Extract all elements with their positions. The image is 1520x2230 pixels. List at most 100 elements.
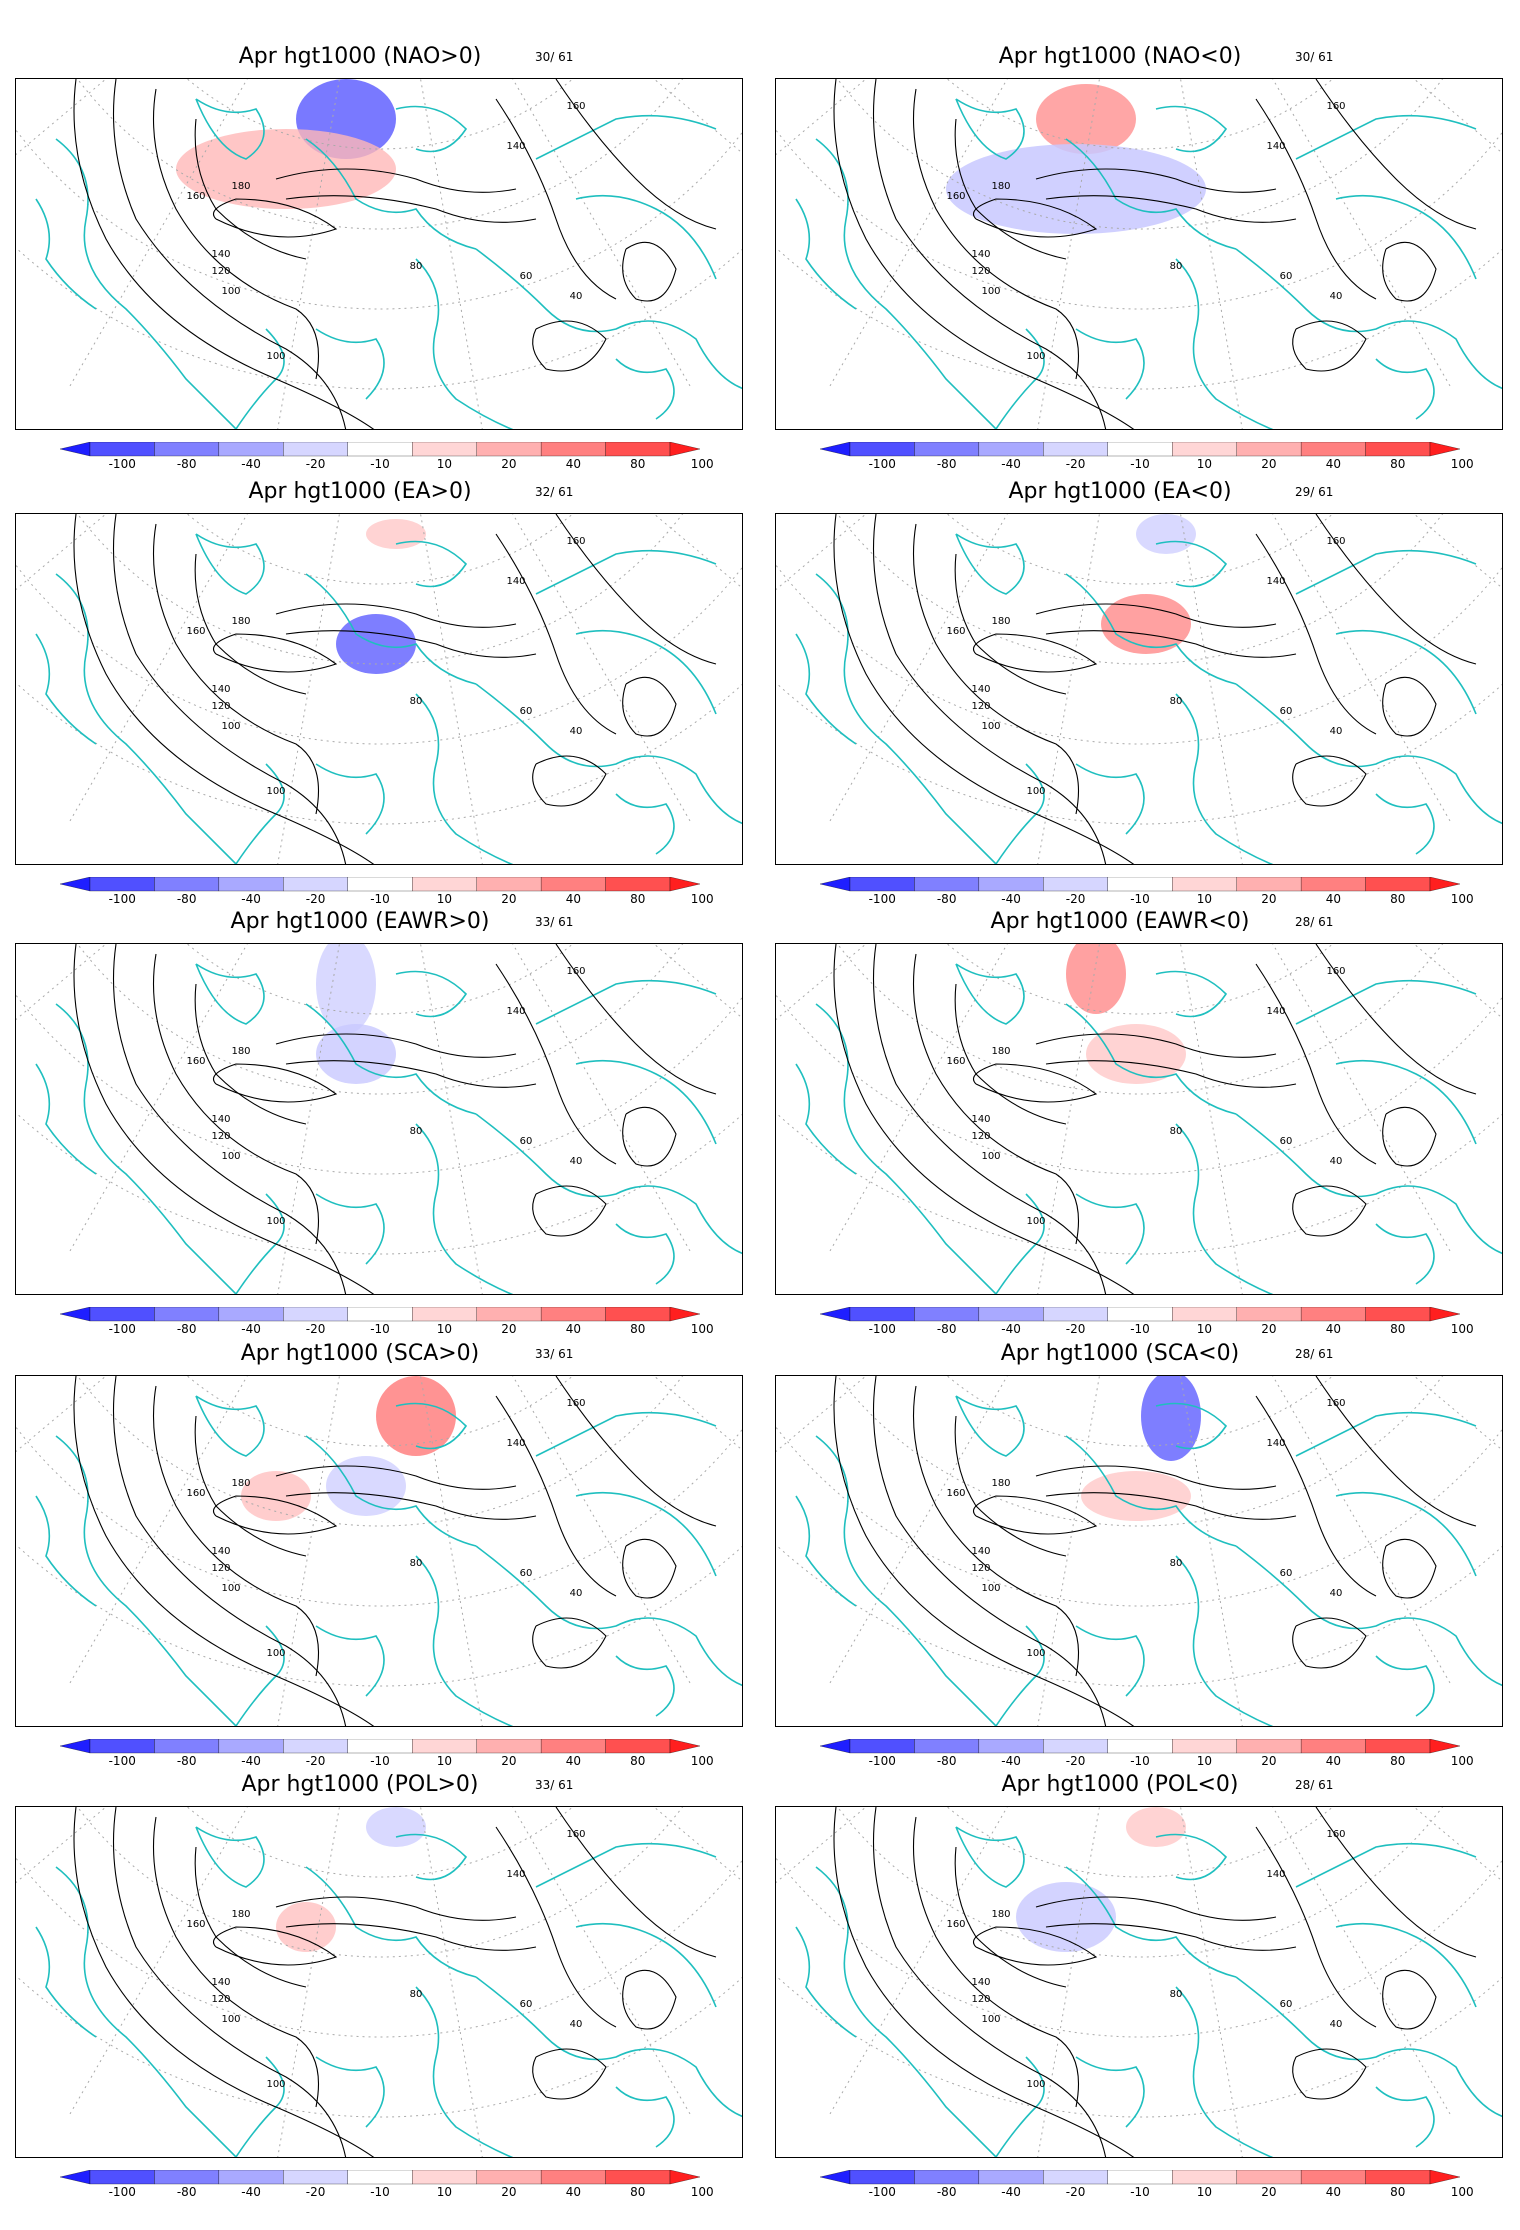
polar-stereo-map: 100 120 140 160 180 100 80 60 40 160 140 bbox=[16, 944, 742, 1294]
contour-label: 160 bbox=[186, 1919, 205, 1930]
contour-line bbox=[1255, 1826, 1377, 2028]
contour-label: 80 bbox=[410, 1126, 423, 1137]
colorbar-tick-label: 40 bbox=[565, 457, 581, 471]
coastline bbox=[35, 633, 97, 745]
contour-line bbox=[275, 1465, 517, 1490]
meridian bbox=[277, 1807, 340, 2157]
colorbar-tick-label: -100 bbox=[108, 892, 136, 906]
contour-label: 140 bbox=[506, 1869, 525, 1880]
contour-line bbox=[972, 633, 1098, 673]
panel-title: Apr hgt1000 (POL>0) bbox=[241, 1772, 479, 1797]
coastline bbox=[615, 358, 675, 420]
map-panel: Apr hgt1000 (EAWR<0) 28/ 61 100 120 140 160 18… bbox=[760, 865, 1520, 1336]
sample-count: 29/ 61 bbox=[1295, 485, 1334, 499]
contour-line bbox=[1382, 1538, 1437, 1599]
contour-line bbox=[833, 1807, 1135, 2157]
sample-count: 28/ 61 bbox=[1295, 1347, 1334, 1361]
contour-line bbox=[912, 953, 1079, 1245]
contour-label: 140 bbox=[211, 1114, 230, 1125]
anomaly-region bbox=[1016, 1882, 1116, 1952]
contour-line bbox=[872, 944, 1107, 1294]
polar-stereo-map: 100 120 140 160 180 100 80 60 40 160 140 bbox=[776, 1807, 1502, 2157]
contour-line bbox=[1382, 1106, 1437, 1167]
polar-stereo-map: 100 120 140 160 180 100 80 60 40 160 140 bbox=[776, 79, 1502, 429]
contour-label: 160 bbox=[1326, 1398, 1345, 1409]
contour-line bbox=[1292, 2048, 1367, 2100]
panel-title: Apr hgt1000 (EAWR>0) bbox=[230, 909, 490, 934]
meridian bbox=[420, 1807, 483, 2157]
contour-line bbox=[555, 944, 717, 1095]
contour-line bbox=[1292, 320, 1367, 372]
coastline bbox=[795, 1495, 857, 1607]
colorbar-tick-label: -100 bbox=[108, 2185, 136, 2199]
contour-label: 100 bbox=[1026, 351, 1045, 362]
colorbar-labels: -100 -80 -40 -20 -10 10 20 40 80 100 bbox=[820, 892, 1474, 908]
lat-lon-grid bbox=[16, 514, 742, 864]
coastline bbox=[575, 1922, 717, 2008]
meridian bbox=[1413, 1807, 1502, 1882]
contour-label: 100 bbox=[221, 721, 240, 732]
contour-label: 180 bbox=[231, 616, 250, 627]
colorbar-tick-label: 100 bbox=[690, 1322, 714, 1336]
contour-label: 100 bbox=[266, 1216, 285, 1227]
contour-line bbox=[73, 1376, 375, 1726]
contour-line bbox=[275, 168, 517, 193]
contour-line bbox=[1045, 1060, 1297, 1088]
contour-line bbox=[555, 1376, 717, 1527]
coastline bbox=[535, 1842, 717, 1888]
colorbar-tick-label: -100 bbox=[868, 1322, 896, 1336]
coastline bbox=[1175, 1123, 1274, 1294]
contour-line bbox=[495, 1826, 617, 2028]
latitude-circle bbox=[946, 79, 1334, 150]
contour-label: 40 bbox=[1330, 1156, 1343, 1167]
coastline bbox=[415, 1555, 514, 1726]
height-contours: 100 120 140 160 180 100 80 60 40 160 140 bbox=[73, 79, 717, 429]
contour-line bbox=[152, 1816, 319, 2108]
coastline bbox=[395, 1833, 468, 1881]
contour-label: 160 bbox=[946, 626, 965, 637]
contour-line bbox=[622, 1538, 677, 1599]
sample-count: 28/ 61 bbox=[1295, 1778, 1334, 1792]
meridian bbox=[1180, 514, 1243, 864]
colorbar-tick-label: 100 bbox=[1450, 1322, 1474, 1336]
contour-label: 120 bbox=[971, 266, 990, 277]
coastline bbox=[1155, 1402, 1228, 1450]
contour-line bbox=[622, 676, 677, 737]
contour-label: 80 bbox=[1170, 696, 1183, 707]
coastline bbox=[395, 1402, 468, 1450]
map-frame: 100 120 140 160 180 100 80 60 40 160 140 bbox=[775, 513, 1503, 865]
coastline bbox=[1335, 1922, 1477, 2008]
map-frame: 100 120 140 160 180 100 80 60 40 160 140 bbox=[775, 943, 1503, 1295]
contour-label: 180 bbox=[991, 1909, 1010, 1920]
contour-line bbox=[532, 320, 607, 372]
colorbar-tick-label: -10 bbox=[370, 2185, 390, 2199]
coastline bbox=[815, 138, 997, 429]
coastline bbox=[1155, 105, 1228, 153]
meridian bbox=[1272, 1376, 1451, 1684]
map-frame: 100 120 140 160 180 100 80 60 40 160 140 bbox=[15, 513, 743, 865]
colorbar-tick-label: 10 bbox=[436, 1754, 453, 1768]
contour-label: 160 bbox=[566, 1829, 585, 1840]
sample-count: 33/ 61 bbox=[535, 915, 574, 929]
height-contours: 100 120 140 160 180 100 80 60 40 160 140 bbox=[73, 1807, 717, 2157]
contour-label: 60 bbox=[1280, 706, 1293, 717]
meridian bbox=[1413, 79, 1502, 154]
colorbar-box bbox=[347, 2169, 413, 2185]
contour-label: 160 bbox=[946, 1056, 965, 1067]
contour-label: 40 bbox=[570, 1588, 583, 1599]
coastline bbox=[795, 1926, 857, 2038]
colorbar-tick-label: 80 bbox=[630, 1754, 646, 1768]
contour-line bbox=[1382, 676, 1437, 737]
contour-line bbox=[912, 523, 1079, 815]
latitude-circle bbox=[946, 944, 1334, 1015]
colorbar-arrow-high bbox=[669, 1306, 701, 1322]
panel-title: Apr hgt1000 (SCA<0) bbox=[1000, 1341, 1240, 1366]
coastline bbox=[815, 1003, 997, 1294]
height-contours: 100 120 140 160 180 100 80 60 40 160 140 bbox=[833, 1376, 1477, 1726]
meridian bbox=[1180, 1807, 1243, 2157]
contour-line bbox=[1255, 533, 1377, 735]
colorbar-wrap bbox=[819, 1738, 1461, 1769]
map-frame: 100 120 140 160 180 100 80 60 40 160 140 bbox=[15, 943, 743, 1295]
coastline bbox=[535, 114, 717, 160]
colorbar-tick-label: -80 bbox=[176, 2185, 197, 2199]
